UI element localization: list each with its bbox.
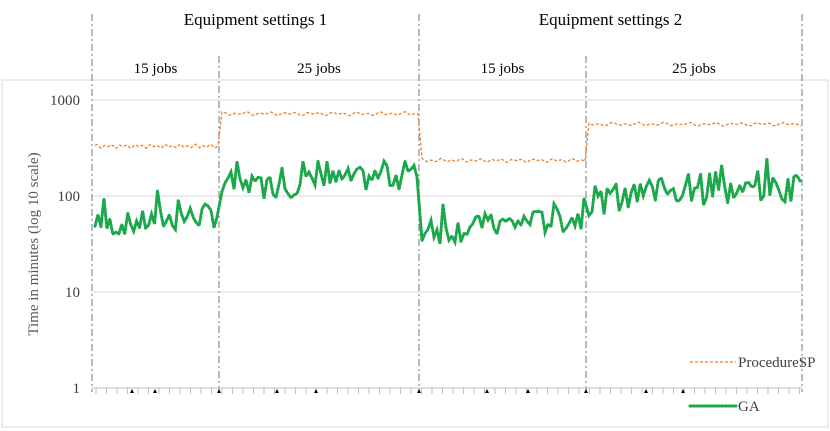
x-marker bbox=[526, 389, 530, 393]
grid bbox=[92, 99, 802, 389]
x-marker bbox=[417, 389, 421, 393]
group-dividers bbox=[91, 14, 803, 392]
x-marker bbox=[485, 389, 489, 393]
legend-label-procedureSP: ProcedureSP bbox=[738, 355, 816, 371]
plot-frame bbox=[1, 79, 829, 428]
legend: ProcedureSP GA bbox=[688, 355, 816, 415]
x-marker bbox=[130, 389, 134, 393]
x-marker bbox=[217, 389, 221, 393]
y-axis-title: Time in minutes (log 10 scale) bbox=[26, 152, 42, 335]
series-layer bbox=[93, 111, 802, 248]
y-tick-label: 10 bbox=[65, 285, 80, 301]
y-tick-label: 1 bbox=[73, 381, 81, 397]
subgroup-label: 25 jobs bbox=[672, 61, 716, 77]
x-marker bbox=[644, 389, 648, 393]
x-marker bbox=[314, 389, 318, 393]
y-tick-label: 1000 bbox=[50, 93, 80, 109]
group-label: Equipment settings 1 bbox=[184, 10, 328, 29]
x-marker bbox=[584, 389, 588, 393]
x-marker bbox=[153, 389, 157, 393]
x-axis bbox=[92, 387, 802, 394]
subgroup-label: 25 jobs bbox=[297, 61, 341, 77]
y-tick-label: 100 bbox=[58, 189, 81, 205]
x-marker bbox=[275, 389, 279, 393]
series-procedureSP bbox=[94, 111, 802, 164]
labels: 1 10 100 1000 Time in minutes (log 10 scale)… bbox=[26, 10, 716, 397]
group-label: Equipment settings 2 bbox=[539, 10, 683, 29]
series-GA bbox=[93, 155, 802, 248]
x-marker bbox=[681, 389, 685, 393]
subgroup-label: 15 jobs bbox=[134, 61, 178, 77]
subgroup-label: 15 jobs bbox=[481, 61, 525, 77]
legend-label-GA: GA bbox=[738, 399, 760, 415]
